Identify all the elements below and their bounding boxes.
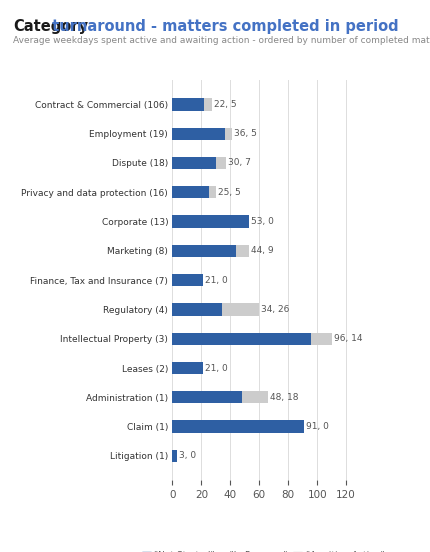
Bar [172,303,221,316]
Bar [172,186,208,198]
Bar [221,303,259,316]
Bar [172,362,203,374]
Text: 22, 5: 22, 5 [213,100,236,109]
Bar [172,450,176,462]
Text: 96, 14: 96, 14 [333,334,362,343]
Legend: "Not Started" or "In Progress", "Awaiting Action": "Not Started" or "In Progress", "Awaitin… [138,548,387,552]
Text: 48, 18: 48, 18 [270,393,298,402]
Bar [172,98,204,110]
Bar [172,128,224,140]
Text: 53, 0: 53, 0 [251,217,273,226]
Bar [172,274,203,286]
Text: 21, 0: 21, 0 [205,275,227,285]
Text: 44, 9: 44, 9 [251,246,273,256]
Text: 21, 0: 21, 0 [205,364,227,373]
Bar [172,245,236,257]
Bar [236,245,249,257]
Text: 91, 0: 91, 0 [306,422,329,431]
Text: 3, 0: 3, 0 [178,452,196,460]
Bar [311,332,331,345]
Text: Category: Category [13,19,88,34]
Bar [172,391,241,404]
Text: 25, 5: 25, 5 [218,188,240,197]
Text: Average weekdays spent active and awaiting action - ordered by number of complet: Average weekdays spent active and awaiti… [13,36,430,45]
Bar [204,98,211,110]
Bar [172,157,215,169]
Text: 36, 5: 36, 5 [233,129,256,138]
Bar [215,157,225,169]
Bar [172,332,311,345]
Text: 34, 26: 34, 26 [261,305,289,314]
Bar [241,391,267,404]
Bar [208,186,215,198]
Bar [172,421,304,433]
Bar [172,215,249,228]
Text: 30, 7: 30, 7 [227,158,250,167]
Text: turnaround - matters completed in period: turnaround - matters completed in period [46,19,397,34]
Bar [224,128,231,140]
